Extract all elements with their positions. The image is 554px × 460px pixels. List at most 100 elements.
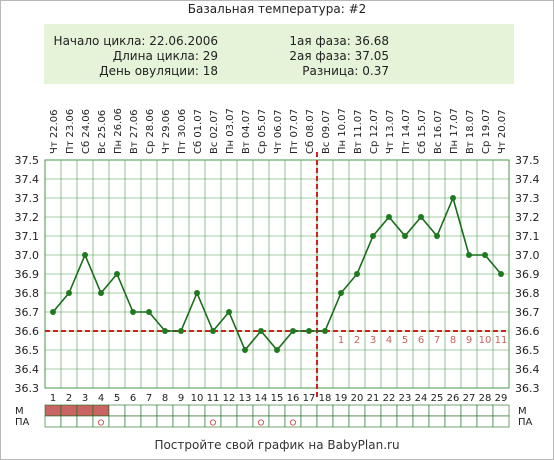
pa-cell <box>44 415 62 428</box>
pa-cell <box>124 415 142 428</box>
date-label: Чт 29.06 <box>161 110 172 155</box>
phase-difference: Разница: 0.37 <box>302 64 389 78</box>
bbt-chart: 37.5 37.5 37.4 37.4 37.3 37.3 37.2 37.2 37.1 37.1… <box>15 108 540 428</box>
day-number: 25 <box>431 393 444 404</box>
day-number: 27 <box>463 393 476 404</box>
menstruation-cell <box>332 404 350 417</box>
y-tick-label-left: 36.7 <box>15 306 40 319</box>
temperature-point <box>498 271 504 277</box>
phase2-day-label: 7 <box>434 335 440 346</box>
y-tick-label-left: 36.4 <box>15 363 40 376</box>
y-tick-label-left: 36.3 <box>15 382 40 395</box>
day-number: 6 <box>130 393 136 404</box>
temperature-point <box>258 328 264 334</box>
phase2-day-label: 5 <box>402 335 408 346</box>
menstruation-cell <box>188 404 206 417</box>
menstruation-cell <box>428 404 446 417</box>
footer-link[interactable]: Постройте свой график на BabyPlan.ru <box>154 438 400 452</box>
day-number: 10 <box>191 393 204 404</box>
temperature-point <box>450 195 456 201</box>
menstruation-cell <box>140 404 158 417</box>
day-number: 24 <box>415 393 428 404</box>
date-label: Пт 23.06 <box>65 109 76 154</box>
y-tick-label-left: 37.2 <box>15 211 40 224</box>
pa-cell <box>236 415 254 428</box>
temperature-point <box>242 347 248 353</box>
date-label: Пн 17.07 <box>449 108 460 154</box>
phase2-day-label: 9 <box>466 335 472 346</box>
menstruation-cell <box>76 404 94 417</box>
cycle-info-panel: Начало цикла: 22.06.2006 Длина цикла: 29… <box>44 24 514 84</box>
phase2-day-label: 8 <box>450 335 456 346</box>
pa-cell <box>316 415 334 428</box>
row-label-pa: ПА <box>15 417 30 428</box>
date-label: Ср 19.07 <box>481 109 492 154</box>
pa-cell <box>300 415 318 428</box>
pa-cell <box>492 415 510 428</box>
temperature-point <box>130 309 136 315</box>
menstruation-cell <box>236 404 254 417</box>
chart-title: Базальная температура: #2 <box>187 2 367 16</box>
date-label: Ср 05.07 <box>257 109 268 154</box>
menstruation-cell <box>476 404 494 417</box>
y-tick-label-right: 36.6 <box>515 325 540 338</box>
ovulation-day: День овуляции: 18 <box>99 64 218 78</box>
temperature-point <box>50 309 56 315</box>
temperature-point <box>338 290 344 296</box>
menstruation-cell <box>380 404 398 417</box>
y-tick-label-left: 37.3 <box>15 192 40 205</box>
day-number: 11 <box>207 393 220 404</box>
day-number: 13 <box>239 393 252 404</box>
pa-cell <box>188 415 206 428</box>
y-tick-label-right: 37.0 <box>515 249 540 262</box>
day-number: 7 <box>146 393 152 404</box>
menstruation-cell <box>268 404 286 417</box>
menstruation-cell <box>492 404 510 417</box>
temperature-point <box>210 328 216 334</box>
menstruation-cell <box>204 404 222 417</box>
temperature-point <box>162 328 168 334</box>
menstruation-cell <box>364 404 382 417</box>
y-tick-label-right: 36.3 <box>515 382 540 395</box>
date-label: Чт 20.07 <box>497 110 508 155</box>
menstruation-cell <box>284 404 302 417</box>
day-number: 21 <box>367 393 380 404</box>
pa-cell <box>140 415 158 428</box>
temperature-point <box>322 328 328 334</box>
date-label: Вт 18.07 <box>465 110 476 155</box>
y-tick-label-right: 37.4 <box>515 173 540 186</box>
y-tick-label-left: 36.9 <box>15 268 40 281</box>
menstruation-cell <box>108 404 126 417</box>
day-number: 8 <box>162 393 168 404</box>
phase2-day-label: 4 <box>386 335 392 346</box>
cycle-start: Начало цикла: 22.06.2006 <box>53 34 218 48</box>
pa-cell <box>396 415 414 428</box>
pa-cell <box>76 415 94 428</box>
pa-cell <box>444 415 462 428</box>
pa-cell <box>156 415 174 428</box>
date-label: Ср 12.07 <box>369 109 380 154</box>
day-number: 17 <box>303 393 316 404</box>
pa-cell <box>428 415 446 428</box>
y-tick-label-right: 37.2 <box>515 211 540 224</box>
pa-cell <box>268 415 286 428</box>
day-number: 9 <box>178 393 184 404</box>
date-label: Вс 09.07 <box>321 110 332 154</box>
date-label: Чт 13.07 <box>385 110 396 155</box>
day-number: 4 <box>98 393 104 404</box>
temperature-point <box>434 233 440 239</box>
y-tick-label-right: 36.8 <box>515 287 540 300</box>
menstruation-cell <box>348 404 366 417</box>
menstruation-cell <box>172 404 190 417</box>
menstruation-cell <box>44 404 62 417</box>
phase2-day-label: 11 <box>495 335 508 346</box>
day-number: 2 <box>66 393 72 404</box>
pa-cell <box>460 415 478 428</box>
temperature-point <box>66 290 72 296</box>
phase2-average: 2ая фаза: 37.05 <box>289 49 389 63</box>
date-label: Сб 24.06 <box>81 109 92 154</box>
day-number: 29 <box>495 393 508 404</box>
phase2-day-label: 3 <box>370 335 376 346</box>
temperature-point <box>226 309 232 315</box>
day-number: 20 <box>351 393 364 404</box>
